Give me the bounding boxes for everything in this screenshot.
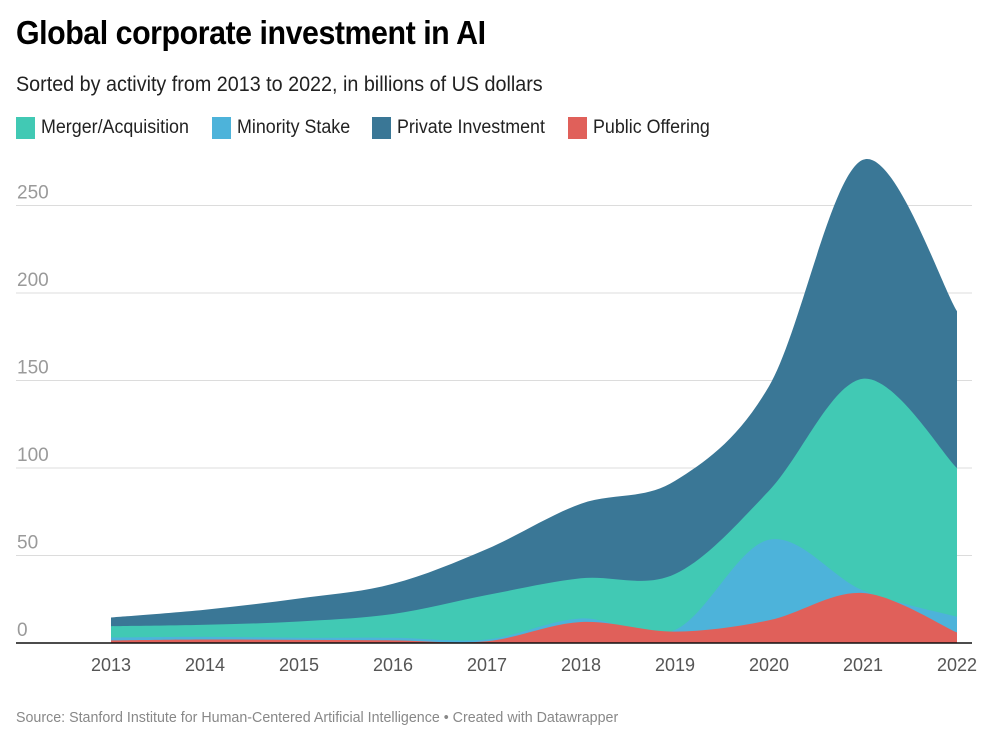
legend-item-merger-acquisition: Merger/Acquisition — [16, 117, 198, 139]
x-tick-label: 2018 — [561, 655, 601, 675]
y-tick-label: 250 — [17, 183, 49, 204]
x-tick-label: 2019 — [655, 655, 695, 675]
area-layers — [111, 159, 957, 643]
area-public-offering — [111, 592, 957, 643]
x-tick-label: 2021 — [843, 655, 883, 675]
y-tick-label: 150 — [17, 358, 49, 379]
chart-title: Global corporate investment in AI — [16, 14, 486, 51]
axes: 2013 2014 2015 2016 2017 2018 2019 2020 2021 2022 — [16, 642, 977, 675]
legend-item-public-offering: Public Offering — [568, 117, 717, 139]
legend-swatch-public-offering — [568, 117, 588, 139]
x-tick-label: 2014 — [185, 655, 225, 675]
area-minority-stake — [111, 539, 957, 643]
x-tick-label: 2017 — [467, 655, 507, 675]
x-tick-label: 2013 — [91, 655, 131, 675]
legend: Merger/Acquisition Minority Stake Privat… — [16, 117, 717, 139]
legend-item-private-investment: Private Investment — [371, 117, 554, 139]
y-tick-label: 200 — [17, 270, 49, 291]
chart-subtitle: Sorted by activity from 2013 to 2022, in… — [16, 73, 543, 96]
x-tick-label: 2015 — [279, 655, 319, 675]
legend-swatch-minority-stake — [212, 117, 232, 139]
source-note: Source: Stanford Institute for Human-Cen… — [16, 709, 619, 726]
legend-label: Minority Stake — [237, 117, 351, 138]
y-tick-label: 0 — [17, 620, 28, 641]
x-tick-label: 2022 — [937, 655, 977, 675]
legend-swatch-private-investment — [371, 117, 391, 139]
x-tick-label: 2016 — [373, 655, 413, 675]
legend-label: Public Offering — [593, 117, 710, 138]
legend-label: Merger/Acquisition — [41, 117, 189, 138]
legend-swatch-merger-acquisition — [16, 117, 35, 139]
legend-item-minority-stake: Minority Stake — [212, 117, 357, 139]
x-tick-label: 2020 — [749, 655, 789, 675]
legend-label: Private Investment — [396, 117, 545, 138]
y-tick-label: 100 — [17, 445, 49, 466]
y-tick-label: 50 — [17, 533, 38, 554]
